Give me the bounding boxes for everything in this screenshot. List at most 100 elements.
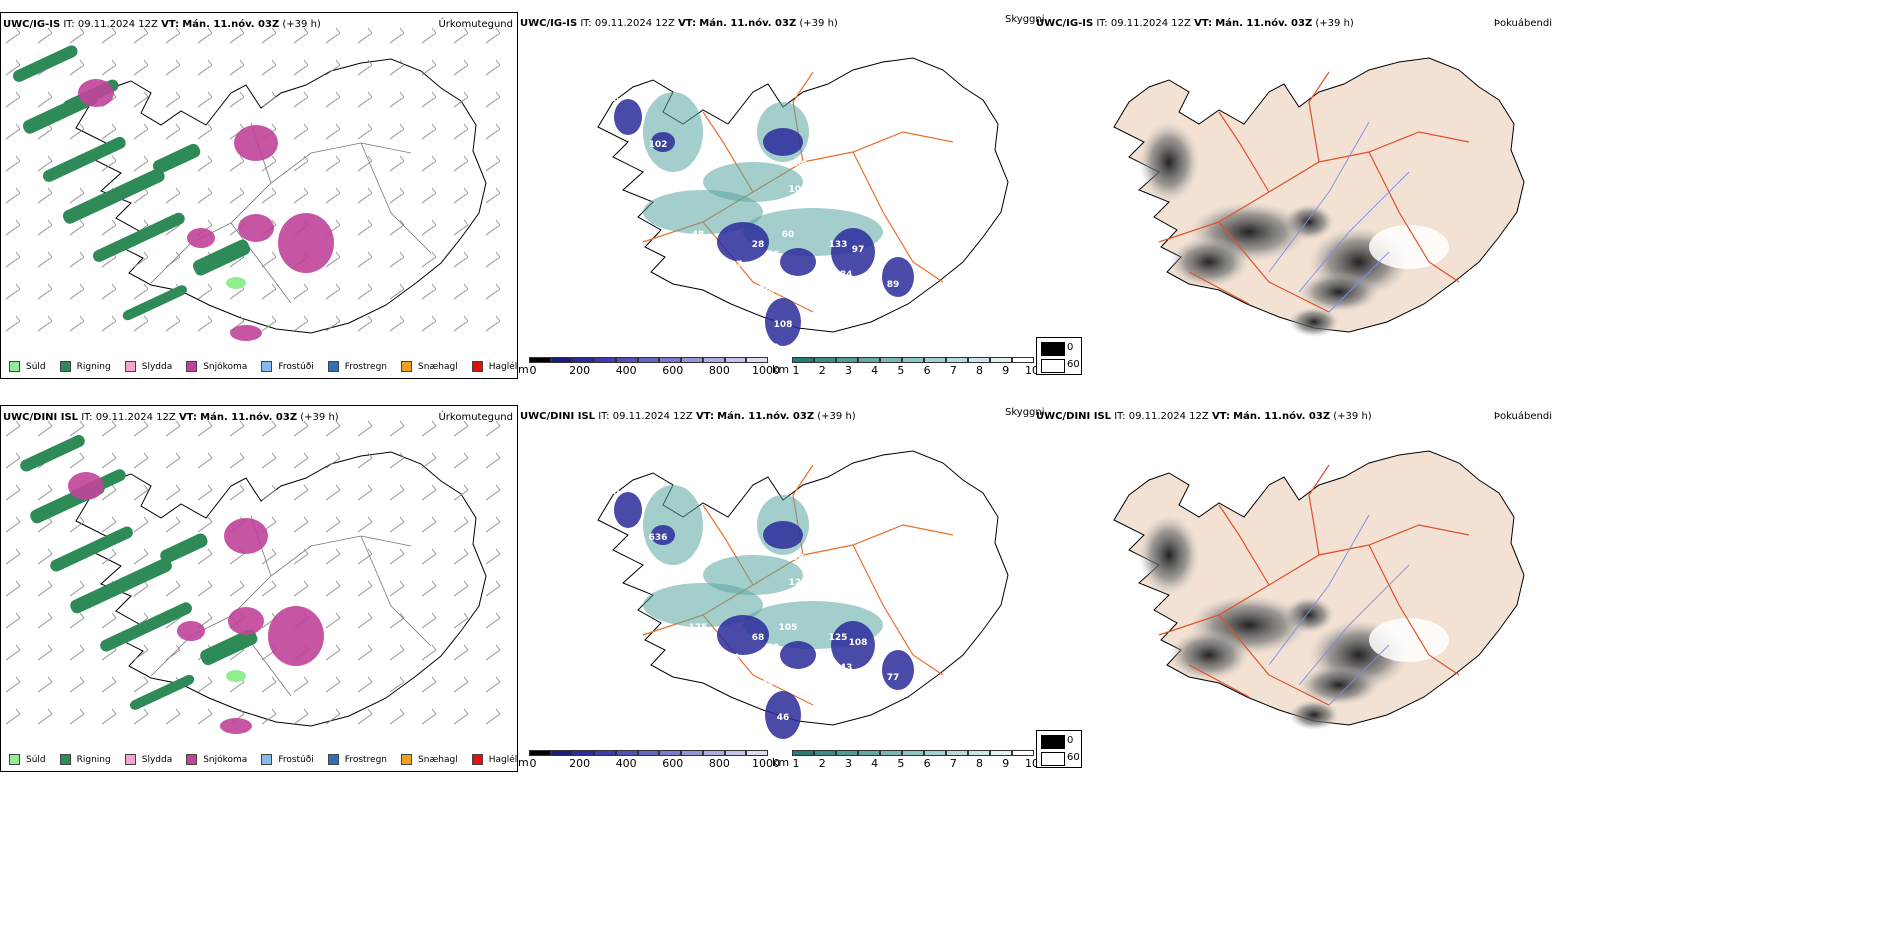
wind-barb — [5, 283, 21, 300]
colorbar-tick-label: 0 — [529, 364, 537, 377]
panel-header: UWC/IG-IS IT: 09.11.2024 12Z VT: Mán. 11… — [1036, 18, 1354, 29]
visibility-value: 30 — [607, 488, 620, 498]
wind-barb — [69, 420, 85, 437]
wind-barb — [261, 283, 277, 300]
height-colorbar: m 0 200 400 600 800 1000 — [518, 357, 780, 379]
wind-barb — [197, 548, 213, 565]
legend-item: Frostúði — [261, 361, 314, 372]
visibility-value: 48 — [692, 230, 705, 240]
visibility-panel-2: UWC/DINI ISL IT: 09.11.2024 12Z VT: Mán.… — [518, 405, 1045, 772]
wind-barb — [485, 452, 501, 469]
low-cloud-area — [614, 492, 642, 528]
wind-barb — [37, 187, 53, 204]
colorbar-swatch — [724, 750, 747, 756]
colorbar-tick-label: 600 — [662, 364, 684, 377]
wind-barb — [421, 420, 437, 437]
wind-barb — [133, 123, 149, 140]
product-title: Úrkomutegund — [438, 19, 513, 30]
legend-item: Rigning — [59, 754, 111, 765]
wind-barb — [69, 59, 85, 76]
wind-barb — [421, 315, 437, 332]
colorbar-tick-label: 0 — [529, 757, 537, 770]
wind-barb — [37, 315, 53, 332]
wind-barb — [421, 612, 437, 629]
drizzle-area — [226, 670, 246, 682]
rain-area — [160, 533, 208, 564]
legend-label: Súld — [26, 361, 46, 372]
wind-barb — [197, 315, 213, 332]
wind-barb — [485, 484, 501, 501]
wind-barb — [37, 676, 53, 693]
wind-barb — [5, 27, 21, 44]
precip-map — [5, 27, 501, 341]
wind-barb — [229, 580, 245, 597]
wind-barb — [133, 484, 149, 501]
wind-barb — [453, 644, 469, 661]
wind-barb — [197, 516, 213, 533]
precip-map — [5, 420, 501, 734]
colorbar-swatch — [746, 750, 768, 756]
colorbar-tick-label: 3 — [844, 364, 852, 377]
legend-item: Frostregn — [327, 361, 387, 372]
wind-barb — [453, 59, 469, 76]
wind-barb — [389, 708, 405, 725]
wind-barb — [293, 283, 309, 300]
legend-swatch — [124, 361, 136, 372]
wind-barb — [261, 676, 277, 693]
wind-barb — [69, 452, 85, 469]
wind-barb — [485, 283, 501, 300]
wind-barb — [485, 708, 501, 725]
low-cloud-area — [651, 132, 675, 152]
low-visibility-area — [643, 92, 703, 172]
visibility-value: 96 — [607, 95, 620, 105]
colorbar-tick-label: 1 — [792, 757, 800, 770]
wind-barb — [165, 315, 181, 332]
legend-label: Slydda — [141, 361, 173, 372]
legend-swatch — [401, 361, 413, 372]
wind-barb — [389, 420, 405, 437]
wind-barb — [133, 27, 149, 44]
colorbar-tick-label: 200 — [569, 757, 591, 770]
product-title: Skyggni — [1005, 14, 1045, 25]
visibility-value: 102 — [649, 140, 668, 150]
wind-barb — [69, 283, 85, 300]
wind-barb — [325, 315, 341, 332]
visibility-value: 28 — [752, 240, 765, 250]
colorbar-swatch — [637, 357, 660, 363]
visibility-value: 68 — [752, 633, 765, 643]
product-title: Úrkomutegund — [438, 412, 513, 423]
colorbar-swatch — [746, 357, 768, 363]
visibility-value: 124 — [789, 578, 808, 588]
colorbar-tick-label: 600 — [662, 757, 684, 770]
legend-label: Haglél — [488, 754, 518, 765]
wind-barb — [197, 452, 213, 469]
visibility-value: 46 — [892, 297, 905, 307]
colorbar-swatch — [792, 357, 814, 363]
wind-barb — [229, 452, 245, 469]
wind-barb — [133, 91, 149, 108]
legend-label: Súld — [26, 754, 46, 765]
wind-barb — [485, 251, 501, 268]
visibility-value: 97 — [852, 245, 865, 255]
wind-barb — [133, 676, 149, 693]
fog-legend: 0 60 — [1036, 337, 1082, 375]
wind-barb — [421, 580, 437, 597]
wind-barb — [453, 580, 469, 597]
colorbar-tick-label: 10 — [1025, 364, 1039, 377]
low-cloud-area — [765, 691, 801, 739]
wind-barb — [421, 59, 437, 76]
wind-barb — [197, 91, 213, 108]
wind-barb — [101, 219, 117, 236]
colorbar-swatch — [702, 357, 725, 363]
colorbar-swatch — [814, 750, 836, 756]
legend-swatch — [59, 754, 71, 765]
wind-barb — [37, 219, 53, 236]
wind-barb — [37, 644, 53, 661]
wind-barb — [485, 315, 501, 332]
wind-barb — [37, 155, 53, 172]
wind-barb — [325, 59, 341, 76]
rain-area — [70, 558, 172, 614]
snow-area — [228, 607, 264, 635]
colorbar-unit: m — [518, 756, 529, 769]
